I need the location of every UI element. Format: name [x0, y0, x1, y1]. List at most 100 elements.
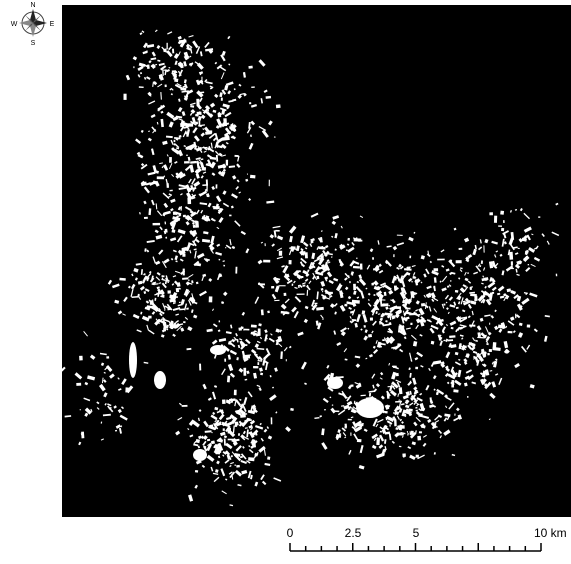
land-patch — [249, 102, 251, 104]
land-patch — [228, 341, 231, 344]
land-patch — [509, 252, 513, 260]
land-patch — [324, 409, 326, 410]
land-patch — [253, 366, 258, 368]
land-patch — [245, 344, 247, 346]
land-patch — [448, 339, 453, 341]
land-patch — [224, 359, 226, 362]
land-patch — [229, 215, 231, 217]
land-patch — [187, 91, 189, 94]
compass-label: S — [31, 40, 36, 47]
land-patch — [353, 284, 356, 290]
land-patch — [406, 400, 408, 403]
land-patch — [470, 294, 477, 297]
land-patch — [454, 414, 455, 416]
land-patch — [314, 303, 317, 305]
land-patch — [271, 417, 273, 424]
land-patch — [265, 243, 266, 246]
land-patch — [467, 396, 468, 398]
land-patch — [394, 420, 397, 426]
land-patch — [216, 184, 218, 188]
land-patch — [211, 441, 215, 445]
land-patch — [182, 405, 188, 407]
land-patch — [297, 294, 305, 295]
land-patch — [248, 66, 252, 69]
land-patch — [222, 400, 226, 404]
land-patch — [416, 455, 419, 458]
land-patch — [158, 108, 160, 111]
land-patch — [489, 323, 490, 325]
land-patch — [511, 261, 513, 265]
land-patch — [501, 228, 504, 231]
land-patch — [179, 302, 181, 303]
land-patch — [150, 300, 153, 305]
land-patch — [212, 206, 214, 208]
land-patch — [261, 309, 264, 315]
land-patch — [195, 114, 199, 117]
land-patch — [198, 118, 200, 120]
land-patch — [167, 290, 170, 293]
land-patch — [209, 130, 213, 133]
compass-label: W — [11, 21, 18, 28]
land-patch — [188, 280, 189, 282]
land-patch — [167, 43, 168, 50]
scale-label: 10 km — [534, 526, 567, 540]
land-patch — [379, 321, 380, 324]
land-patch — [234, 155, 238, 157]
land-patch — [180, 206, 181, 211]
land-patch — [275, 230, 279, 232]
land-patch — [498, 225, 502, 226]
land-patch — [402, 453, 406, 457]
land-patch — [456, 260, 462, 263]
land-patch — [369, 393, 371, 397]
land-patch — [79, 356, 83, 361]
land-patch — [348, 419, 352, 421]
land-patch — [527, 325, 530, 328]
land-patch — [209, 296, 213, 302]
land-patch — [487, 353, 490, 355]
land-patch — [274, 136, 276, 137]
land-patch — [119, 278, 125, 281]
land-patch — [384, 411, 387, 414]
land-patch — [235, 267, 237, 274]
land-patch — [219, 320, 220, 322]
land-patch — [286, 359, 287, 361]
land-patch — [466, 354, 469, 355]
land-patch — [415, 407, 417, 409]
land-patch — [81, 432, 84, 439]
land-patch — [235, 465, 236, 466]
land-patch — [199, 364, 201, 371]
land-patch — [250, 175, 255, 179]
land-patch — [358, 240, 362, 242]
land-patch — [398, 425, 405, 429]
land-patch — [372, 257, 374, 259]
land-patch — [219, 259, 221, 261]
scale-label: 5 — [413, 526, 420, 540]
land-patch — [186, 155, 188, 156]
land-patch — [227, 376, 230, 383]
land-patch — [169, 157, 172, 163]
land-patch — [411, 281, 413, 282]
land-patch — [489, 212, 493, 215]
land-patch — [271, 286, 274, 289]
land-patch — [364, 325, 366, 328]
land-patch — [129, 342, 137, 378]
land-patch — [138, 294, 140, 297]
land-patch — [410, 323, 412, 325]
land-patch — [347, 238, 350, 241]
land-patch — [284, 293, 287, 296]
land-patch — [154, 371, 166, 389]
land-patch — [243, 368, 246, 376]
land-patch — [398, 344, 401, 346]
land-patch — [417, 436, 421, 441]
land-patch — [493, 342, 497, 349]
land-patch — [267, 456, 270, 459]
land-patch — [362, 310, 366, 315]
land-patch — [183, 321, 185, 323]
land-patch — [292, 284, 294, 286]
land-patch — [187, 197, 191, 204]
map-figure: N S W E 0 2.5 5 10 km — [0, 0, 571, 559]
land-patch — [481, 260, 483, 264]
land-patch — [325, 292, 333, 294]
land-patch — [515, 314, 516, 319]
land-patch — [389, 424, 390, 426]
